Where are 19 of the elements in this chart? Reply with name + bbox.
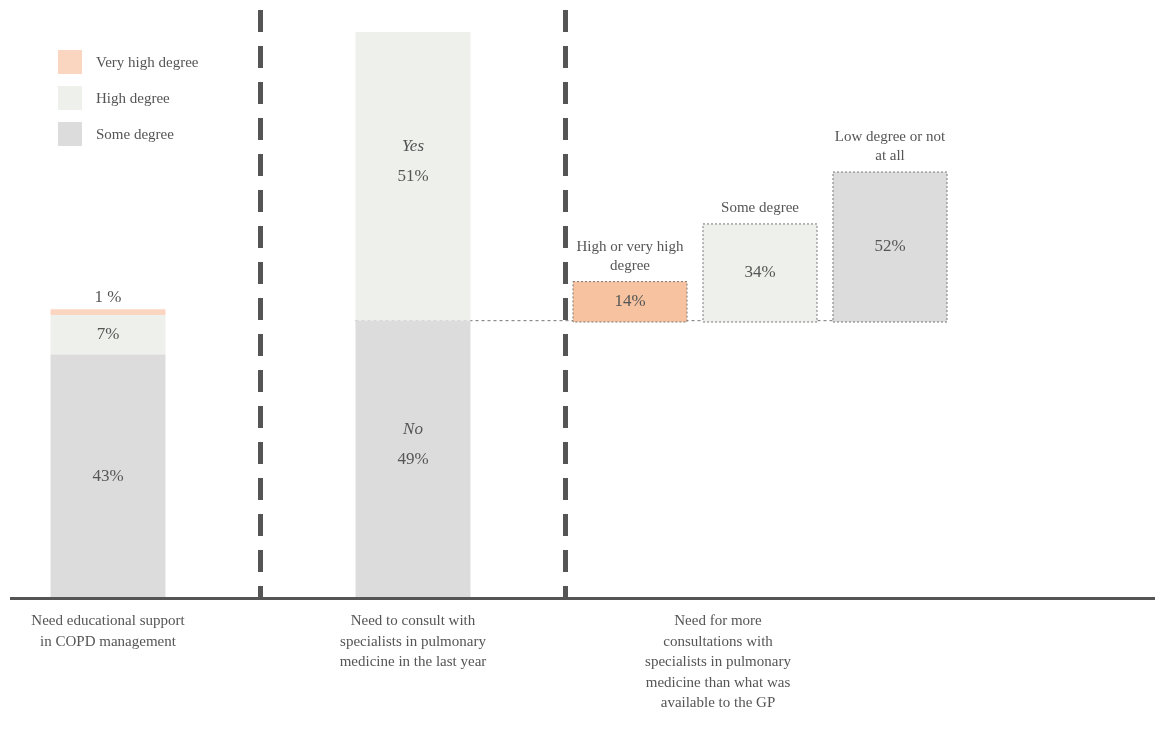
data-label: 49% xyxy=(397,448,429,468)
data-label: 52% xyxy=(874,236,906,256)
data-label: 14% xyxy=(614,291,646,311)
annotation: Some degree xyxy=(721,199,800,216)
x-tick-label: Need to consult with specialists in pulmonary medicine in the last year xyxy=(339,612,487,670)
annotation: High or very high degree xyxy=(576,238,685,274)
data-label: 51% xyxy=(397,165,429,185)
x-tick-label: Need educational support in COPD management xyxy=(31,612,186,649)
legend-label: Some degree xyxy=(96,125,174,143)
legend-label: High degree xyxy=(96,89,170,107)
annotation: Low degree or not at all xyxy=(834,128,947,164)
annotation: Yes xyxy=(401,135,425,155)
legend-label: Very high degree xyxy=(96,53,199,71)
data-label: 43% xyxy=(92,465,124,485)
data-label: 34% xyxy=(744,262,776,282)
annotation: No xyxy=(402,418,423,438)
data-label: 7% xyxy=(96,324,120,344)
data-label: 1 % xyxy=(94,286,122,306)
x-tick-label: Need for more consultations with specialists in pulmonary medicine than what was available to the GP xyxy=(645,612,792,711)
